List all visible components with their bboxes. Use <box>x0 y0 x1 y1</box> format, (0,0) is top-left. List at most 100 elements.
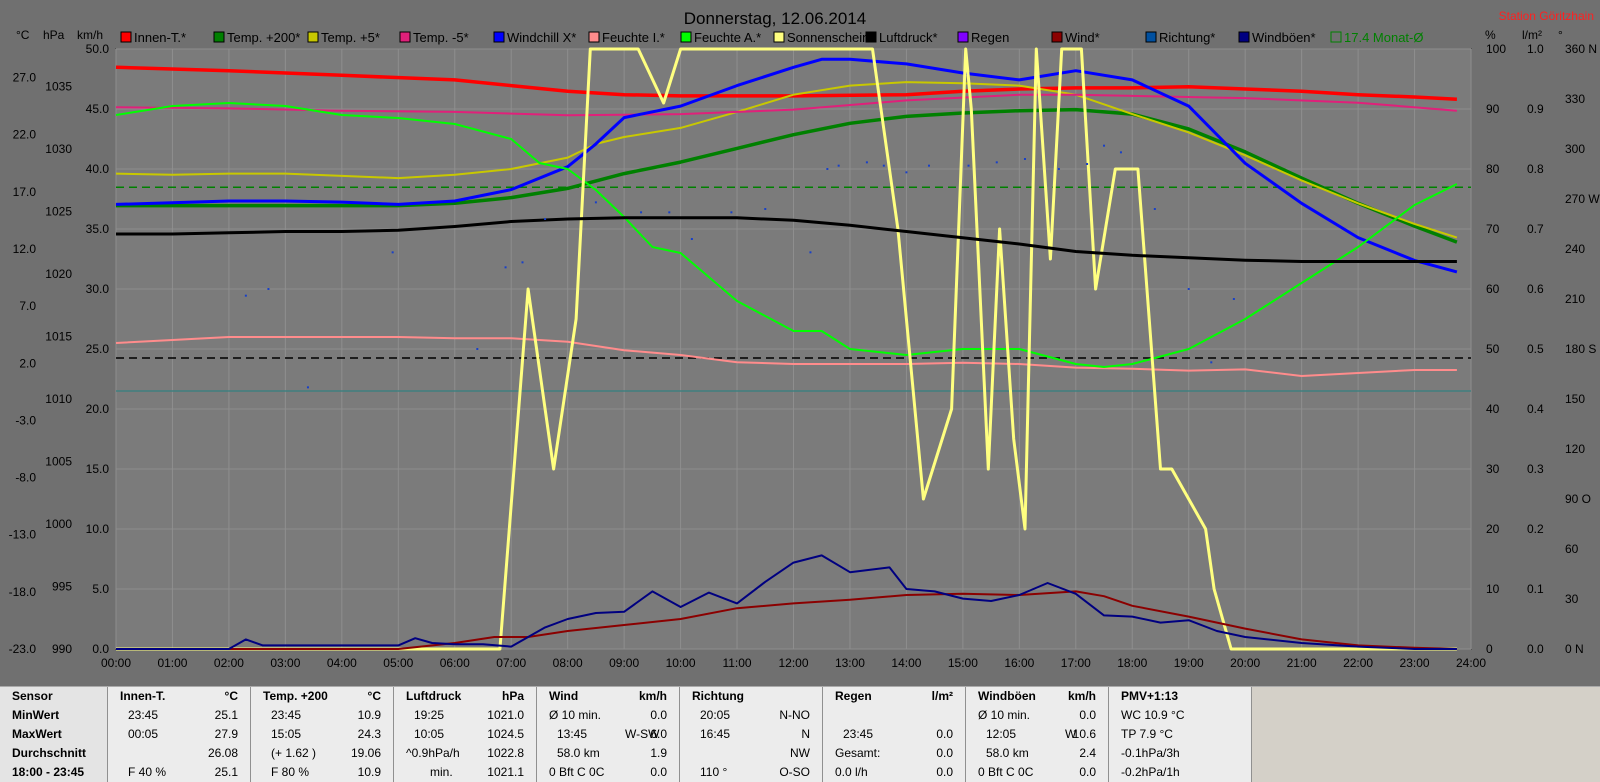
legend-label: Richtung* <box>1159 30 1215 45</box>
x-tick-label: 05:00 <box>383 656 413 670</box>
x-tick-label: 14:00 <box>891 656 921 670</box>
stats-col-pmv: PMV+1:13 WC 10.9 °C TP 7.9 °C -0.1hPa/3h… <box>1109 687 1252 782</box>
wind-tick-label: 40.0 <box>86 162 110 176</box>
boeen-r1-a: Ø 10 min. <box>978 708 1031 722</box>
temp200-unit: °C <box>367 689 381 703</box>
boeen-r4-val: 0.0 <box>1079 765 1096 779</box>
direction-point <box>640 211 643 214</box>
direction-tick-label: 240 <box>1565 242 1585 256</box>
series-sonnenschein <box>116 47 1457 651</box>
temp-tick-label: -3.0 <box>15 413 36 427</box>
wind-r2-time: 13:45 <box>557 727 588 741</box>
direction-point <box>1187 288 1190 290</box>
direction-tick-label: 360 N <box>1565 42 1597 56</box>
x-tick-label: 20:00 <box>1230 656 1260 670</box>
legend-label: Regen <box>971 30 1009 45</box>
x-tick-label: 15:00 <box>948 656 978 670</box>
wind-header: Wind <box>549 689 579 703</box>
percent-tick-label: 90 <box>1486 102 1500 116</box>
min-label: MinWert <box>12 708 60 722</box>
direction-point <box>504 266 507 269</box>
x-tick-label: 12:00 <box>778 656 808 670</box>
pressure-tick-label: 1025 <box>45 205 72 219</box>
temp-tick-label: 22.0 <box>13 128 37 142</box>
stats-col-druck: Luftdruck hPa 19:25 1021.0 10:05 1024.5 ^0.… <box>394 687 537 782</box>
percent-tick-label: 20 <box>1486 522 1500 536</box>
rain-tick-label: 0.9 <box>1527 102 1544 116</box>
unit-direction: ° <box>1558 28 1563 42</box>
pressure-tick-label: 1000 <box>45 517 72 531</box>
pressure-tick-label: 1005 <box>45 455 72 469</box>
x-tick-label: 18:00 <box>1117 656 1147 670</box>
direction-tick-label: 150 <box>1565 392 1585 406</box>
legend-swatch <box>957 31 969 43</box>
series-innen-t <box>115 65 1457 102</box>
temp-tick-label: 17.0 <box>13 185 37 199</box>
legend-swatch <box>399 31 411 43</box>
series-windb-en <box>116 554 1457 650</box>
innen-last-a: F 40 % <box>128 765 167 779</box>
sensor-header: Sensor <box>12 689 53 703</box>
boeen-r4-a: 0 Bft C 0C <box>978 765 1034 779</box>
pmv-r4: -0.2hPa/1h <box>1121 765 1180 779</box>
temp200-max-val: 24.3 <box>357 727 381 741</box>
series-wind <box>116 590 1457 650</box>
temp200-last-val: 10.9 <box>357 765 381 779</box>
legend-swatch <box>120 31 132 43</box>
temp-tick-label: 12.0 <box>13 242 37 256</box>
rain-tick-label: 0.1 <box>1527 582 1544 596</box>
innen-last-val: 25.1 <box>214 765 238 779</box>
legend-swatch <box>1330 31 1342 43</box>
direction-point <box>1210 361 1213 364</box>
legend-label: Feuchte I.* <box>602 30 665 45</box>
legend-label: Luftdruck* <box>879 30 938 45</box>
wind-tick-label: 35.0 <box>86 222 110 236</box>
direction-tick-label: 210 <box>1565 292 1585 306</box>
unit-wind: km/h <box>77 28 103 42</box>
direction-point <box>690 238 693 240</box>
direction-tick-label: 0 N <box>1565 642 1584 656</box>
pressure-tick-label: 995 <box>52 580 72 594</box>
wind-r1-a: Ø 10 min. <box>549 708 602 722</box>
legend: Innen-T.* Temp. +200* Temp. +5* Temp. -5* Wi… <box>120 30 1424 45</box>
chart-title: Donnerstag, 12.06.2014 <box>684 9 866 28</box>
legend-swatch <box>773 31 785 43</box>
avg-label: Durchschnitt <box>12 746 87 760</box>
regen-r2-val: 0.0 <box>936 727 953 741</box>
regen-r3-val: 0.0 <box>936 746 953 760</box>
temp-tick-label: -8.0 <box>15 471 36 485</box>
legend-swatch <box>1051 31 1063 43</box>
temp200-min-val: 10.9 <box>357 708 381 722</box>
weather-chart: 00:00 01:00 02:00 03:00 04:00 05:00 06:00 07:00… <box>9 9 1600 670</box>
pmv-r2: TP 7.9 °C <box>1121 727 1173 741</box>
rain-tick-label: 0.8 <box>1527 162 1544 176</box>
boeen-r3-val: 2.4 <box>1079 746 1096 760</box>
rain-tick-label: 1.0 <box>1527 42 1544 56</box>
rain-tick-label: 0.7 <box>1527 222 1544 236</box>
direction-point <box>594 201 597 204</box>
rain-tick-label: 0.2 <box>1527 522 1544 536</box>
temp-tick-label: 2.0 <box>19 356 36 370</box>
legend-label: Sonnenschein <box>787 30 869 45</box>
wind-r3-a: 58.0 km <box>557 746 600 760</box>
direction-point <box>267 288 270 290</box>
pressure-tick-label: 1030 <box>45 142 72 156</box>
regen-r3-a: Gesamt: <box>835 746 881 760</box>
direction-tick-label: 300 <box>1565 142 1585 156</box>
series-feuchte-a <box>115 102 1458 368</box>
direction-tick-label: 120 <box>1565 442 1585 456</box>
stats-col-richtung: Richtung 20:05 N-NO 16:45 N NW 110 ° O-SO <box>680 687 823 782</box>
rain-tick-label: 0.0 <box>1527 642 1544 656</box>
direction-point <box>391 251 394 254</box>
wind-tick-label: 0.0 <box>92 642 109 656</box>
series-temp-5 <box>115 93 1457 117</box>
wind-r4-val: 0.0 <box>650 765 667 779</box>
wind-tick-label: 25.0 <box>86 342 110 356</box>
direction-point <box>1023 158 1026 160</box>
druck-min-val: 1021.0 <box>487 708 524 722</box>
richtung-r1-time: 20:05 <box>700 708 731 722</box>
direction-point <box>967 164 970 167</box>
unit-pressure: hPa <box>43 28 65 42</box>
x-tick-label: 16:00 <box>1004 656 1034 670</box>
richtung-r1-val: N-NO <box>779 708 810 722</box>
